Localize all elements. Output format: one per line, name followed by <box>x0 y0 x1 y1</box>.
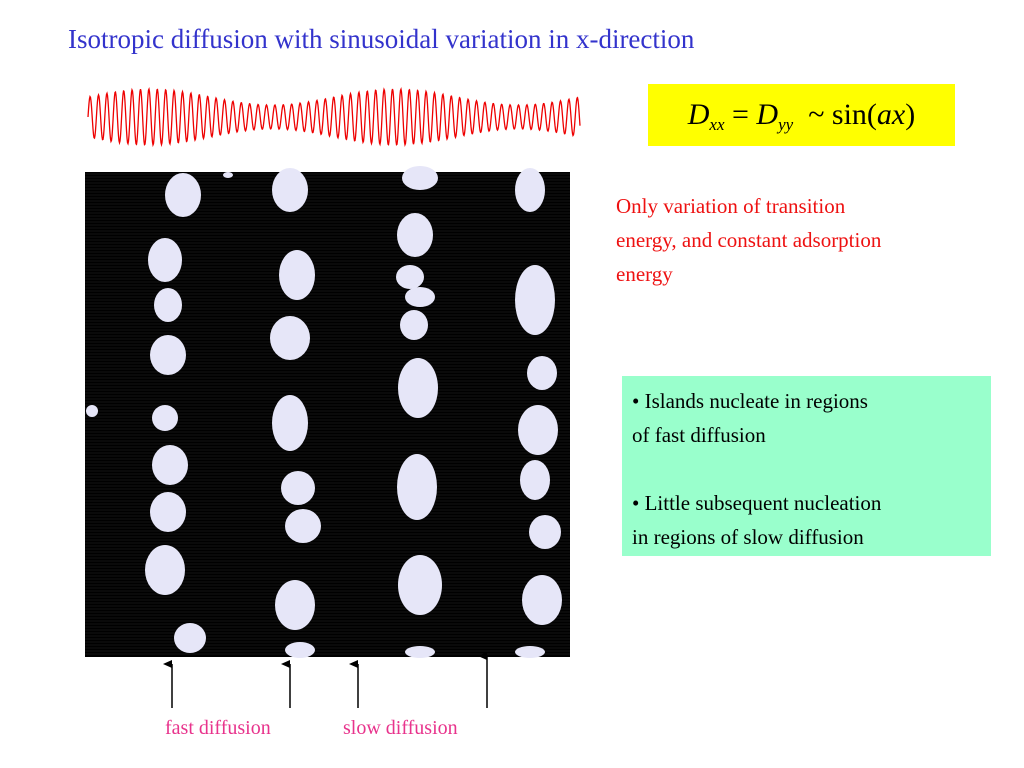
island <box>285 642 315 658</box>
island <box>275 580 315 630</box>
note-line: energy <box>616 262 673 286</box>
island <box>515 646 545 658</box>
note: Only variation of transition energy, and… <box>616 189 881 291</box>
island <box>518 405 558 455</box>
island <box>145 545 185 595</box>
island <box>150 492 186 532</box>
title: Isotropic diffusion with sinusoidal vari… <box>68 24 695 54</box>
island <box>223 172 233 178</box>
island <box>398 358 438 418</box>
bullet-box: • Islands nucleate in regions of fast di… <box>622 376 991 556</box>
formula-part: D <box>756 98 779 131</box>
bullet-line: • Islands nucleate in regions <box>632 389 868 413</box>
island <box>405 287 435 307</box>
note-line: Only variation of transition <box>616 194 846 218</box>
island <box>270 316 310 360</box>
island <box>398 555 442 615</box>
island <box>515 265 555 335</box>
formula-part: D <box>687 98 710 131</box>
bullet-line: in regions of slow diffusion <box>632 525 864 549</box>
island <box>402 166 438 190</box>
bullet-line: of fast diffusion <box>632 423 766 447</box>
sinusoid <box>87 86 581 148</box>
formula-part: = <box>732 98 749 131</box>
island <box>154 288 182 322</box>
formula-part: yy <box>778 115 794 134</box>
note-line: energy, and constant adsorption <box>616 228 882 252</box>
island <box>405 646 435 658</box>
formula-part: ) <box>905 98 916 131</box>
island <box>281 471 315 505</box>
island <box>272 168 308 212</box>
island <box>397 213 433 257</box>
island <box>152 445 188 485</box>
formula: Dxx = Dyy ~ sin(ax) <box>648 84 955 146</box>
island <box>515 168 545 212</box>
island <box>174 623 206 653</box>
island <box>272 395 308 451</box>
island <box>396 265 424 289</box>
island <box>527 356 557 390</box>
islands <box>86 166 562 658</box>
island <box>152 405 178 431</box>
island <box>148 238 182 282</box>
island <box>529 515 561 549</box>
island <box>520 460 550 500</box>
island <box>397 454 437 520</box>
formula-part: xx <box>709 115 725 134</box>
island <box>522 575 562 625</box>
formula-part: ax <box>876 98 906 131</box>
island <box>285 509 321 543</box>
island <box>150 335 186 375</box>
island <box>400 310 428 340</box>
formula-part: ~ <box>808 98 825 131</box>
label: fast diffusion <box>165 717 271 739</box>
bullet-line: • Little subsequent nucleation <box>632 491 882 515</box>
island <box>86 405 98 417</box>
formula-part: sin( <box>831 98 877 131</box>
label: slow diffusion <box>343 717 458 739</box>
island <box>165 173 201 217</box>
island <box>279 250 315 300</box>
